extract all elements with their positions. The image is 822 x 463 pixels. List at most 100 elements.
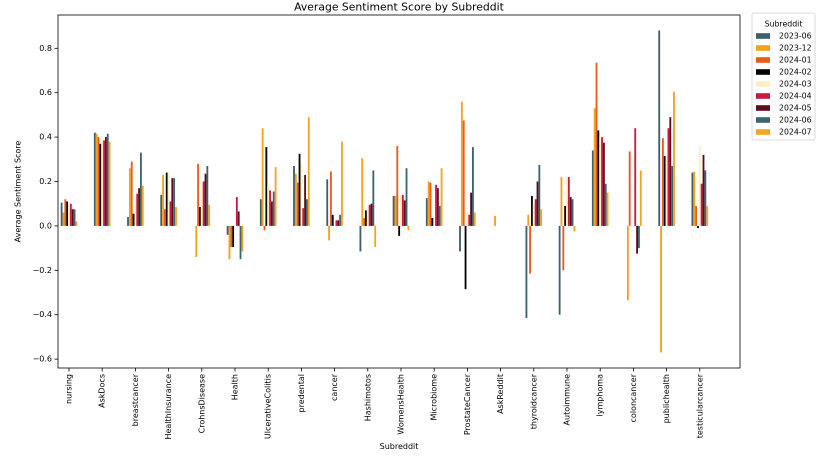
bar-2024-05-predental (304, 174, 307, 226)
bar-2023-06-nursing (60, 202, 63, 226)
bar-2024-04-womenshealth (401, 194, 404, 226)
bar-2023-12-autoimmune (560, 177, 563, 226)
bar-2024-07-predental (307, 117, 310, 226)
bar-2024-01-ulcerativecolitis (263, 225, 266, 231)
series-2024-05 (71, 117, 705, 254)
bar-2024-04-hashimotos (368, 204, 371, 226)
bar-2023-12-prostatecancer (460, 101, 463, 226)
bar-2023-12-womenshealth (394, 195, 397, 226)
legend-swatch (756, 45, 770, 51)
bar-2024-02-testicularcancer (697, 225, 699, 229)
bar-2024-03-predental (300, 163, 303, 226)
bar-2023-06-testicularcancer (691, 172, 694, 226)
bar-2024-01-breastcancer (130, 161, 133, 226)
bar-2023-06-hashimotos (359, 225, 362, 252)
bar-2023-06-healthinsurance (160, 194, 163, 226)
bar-2024-07-askdocs (108, 141, 111, 226)
bar-2024-05-healthinsurance (171, 178, 174, 226)
legend-swatch (756, 81, 770, 87)
bar-2024-04-microbiome (435, 184, 437, 226)
x-tick-label: Health (231, 374, 240, 400)
bar-2023-12-askreddit (494, 215, 496, 226)
bar-2024-07-autoimmune (573, 225, 576, 232)
bar-2024-04-prostatecancer (468, 214, 471, 226)
legend-swatch (756, 117, 770, 123)
bar-2024-02-hashimotos (365, 210, 367, 226)
x-axis: nursing AskDocs breastcancer HealthInsuranc… (65, 368, 704, 440)
legend-swatch (756, 129, 770, 135)
bar-2024-06-testicularcancer (704, 170, 707, 226)
legend-swatch (756, 93, 770, 99)
y-tick-label: 0.4 (39, 133, 52, 142)
bar-2024-01-askdocs (97, 137, 100, 226)
bar-2024-06-cancer (339, 214, 342, 226)
bar-2023-12-coloncancer (626, 225, 629, 301)
legend-label: 2024-01 (779, 56, 812, 65)
legend-swatch (756, 57, 770, 63)
bar-2024-07-microbiome (440, 168, 443, 226)
bar-2023-12-cancer (328, 225, 330, 241)
bar-2024-01-health (230, 225, 233, 247)
x-tick-label: Hashimotos (363, 374, 372, 421)
bar-2023-12-nursing (62, 212, 65, 226)
bar-2023-12-crohnsdisease (195, 225, 198, 257)
series-2024-07 (75, 91, 709, 252)
legend-item-2023-12: 2023-12 (756, 44, 812, 53)
bar-2023-12-ulcerativecolitis (261, 128, 264, 226)
bar-2024-02-autoimmune (564, 205, 567, 226)
bar-2024-05-crohnsdisease (204, 173, 207, 226)
x-tick-label: predental (297, 374, 306, 412)
bar-2024-01-crohnsdisease (197, 163, 200, 226)
bars (60, 30, 709, 353)
bar-2024-01-publichealth (661, 138, 664, 226)
bar-2023-06-microbiome (425, 198, 428, 226)
bar-2024-05-microbiome (436, 188, 439, 226)
bar-2024-01-thyroidcancer (529, 225, 532, 274)
bar-2024-07-cancer (341, 141, 343, 226)
bar-2023-06-womenshealth (392, 195, 395, 226)
bar-2024-05-ulcerativecolitis (270, 201, 273, 226)
bar-2024-04-health (235, 197, 238, 226)
legend-label: 2024-06 (779, 116, 812, 125)
bar-2024-03-womenshealth (400, 194, 402, 226)
bar-2024-04-ulcerativecolitis (269, 190, 271, 226)
bar-2024-06-breastcancer (140, 152, 142, 226)
x-tick-label: thyroidcancer (529, 373, 538, 429)
bar-2024-03-ulcerativecolitis (267, 185, 270, 226)
bar-2024-05-askdocs (104, 137, 107, 226)
legend-item-2024-07: 2024-07 (756, 128, 812, 137)
bar-2024-01-prostatecancer (462, 120, 465, 226)
bar-2024-07-breastcancer (141, 185, 144, 226)
legend-label: 2024-07 (779, 128, 812, 137)
bar-2024-06-healthinsurance (173, 178, 176, 226)
x-tick-label: AskDocs (98, 374, 107, 408)
series-2023-06 (60, 30, 694, 319)
bar-2024-02-womenshealth (398, 225, 401, 236)
y-tick-label: −0.4 (33, 310, 52, 319)
bar-2024-05-autoimmune (569, 197, 572, 226)
bar-2024-03-nursing (68, 208, 70, 226)
bar-2023-12-askdocs (95, 133, 98, 226)
x-tick-label: cancer (330, 373, 339, 401)
bar-2024-06-publichealth (671, 165, 674, 226)
bar-2024-06-nursing (73, 209, 76, 226)
legend-swatch (756, 69, 770, 75)
y-tick-label: 0.0 (39, 221, 52, 230)
bar-2024-02-lymphoma (597, 130, 600, 226)
bar-2023-06-health (226, 225, 229, 235)
x-tick-label: breastcancer (131, 373, 140, 426)
bar-2024-02-breastcancer (132, 213, 135, 226)
y-axis: −0.6 −0.4 −0.2 0.0 0.2 0.4 0.6 0.8 (33, 44, 58, 364)
bar-2023-06-askdocs (93, 132, 96, 226)
bar-2024-05-womenshealth (403, 200, 406, 226)
bar-2024-05-publichealth (669, 117, 672, 226)
bar-2024-01-womenshealth (396, 145, 399, 226)
series-2024-03 (68, 137, 701, 226)
bar-2024-01-autoimmune (562, 225, 565, 271)
legend-swatch (756, 33, 770, 39)
bar-2024-03-publichealth (665, 157, 668, 226)
bar-2023-12-health (228, 225, 231, 260)
series-2024-02 (66, 130, 699, 290)
